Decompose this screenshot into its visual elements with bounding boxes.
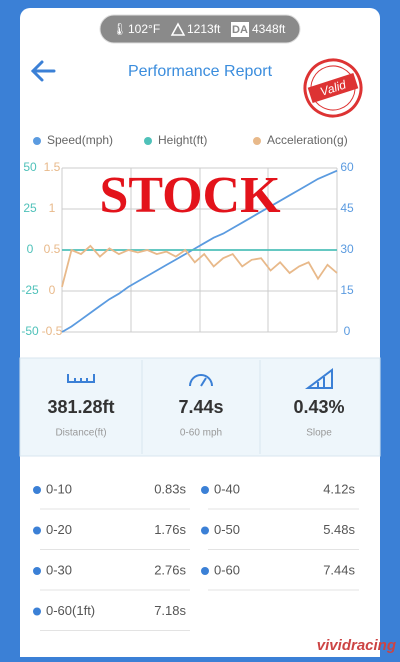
legend-dot	[144, 137, 152, 145]
card	[20, 8, 380, 662]
split-time: 7.44s	[323, 562, 355, 577]
legend-label: Height(ft)	[158, 133, 207, 147]
split-label: 0-60	[214, 562, 240, 577]
split-label: 0-40	[214, 481, 240, 496]
altitude: 1213ft	[187, 22, 221, 36]
stat-label: 0-60 mph	[180, 428, 222, 439]
split-time: 2.76s	[154, 562, 186, 577]
stat-label: Distance(ft)	[55, 428, 106, 439]
legend-dot	[33, 137, 41, 145]
y-tick-label: 1.5	[44, 160, 61, 174]
split-dot	[201, 567, 209, 575]
split-label: 0-10	[46, 481, 72, 496]
stamp-band	[307, 72, 359, 104]
y-tick-label: 45	[340, 201, 354, 215]
y-tick-label: 25	[23, 201, 37, 215]
split-label: 0-20	[46, 522, 72, 537]
stamp-ring	[303, 58, 363, 118]
da-label: DA	[232, 24, 248, 36]
y-tick-label: 1	[49, 201, 56, 215]
split-label: 0-60(1ft)	[46, 603, 95, 618]
slope-icon	[305, 368, 333, 389]
split-label: 0-30	[46, 562, 72, 577]
split-dot	[33, 486, 41, 494]
split-dot	[33, 567, 41, 575]
split-time: 1.76s	[154, 522, 186, 537]
density-altitude: 4348ft	[252, 22, 286, 36]
y-tick-label: 50	[23, 160, 37, 174]
legend-label: Acceleration(g)	[267, 133, 348, 147]
overlay-text: STOCK	[99, 167, 281, 224]
status-pill	[99, 14, 301, 44]
y-tick-label: 0	[27, 242, 34, 256]
distance-icon	[67, 374, 95, 383]
split-time: 4.12s	[323, 481, 355, 496]
y-tick-label: 0	[344, 324, 351, 338]
stat-value: 7.44s	[178, 397, 223, 417]
series-line	[61, 169, 338, 333]
split-time: 0.83s	[154, 481, 186, 496]
y-tick-label: 15	[340, 283, 354, 297]
split-time: 5.48s	[323, 522, 355, 537]
y-tick-label: -50	[21, 324, 39, 338]
stat-value: 381.28ft	[47, 397, 114, 417]
y-tick-label: 30	[340, 242, 354, 256]
speed-icon	[189, 374, 213, 387]
temperature: 102°F	[128, 22, 160, 36]
valid-stamp: Valid	[303, 58, 363, 118]
y-tick-label: 0.5	[44, 242, 61, 256]
split-label: 0-50	[214, 522, 240, 537]
y-tick-label: -0.5	[42, 324, 63, 338]
stat-label: Slope	[306, 428, 332, 439]
legend-label: Speed(mph)	[47, 133, 113, 147]
split-time: 7.18s	[154, 603, 186, 618]
split-dot	[201, 486, 209, 494]
page-title: Performance Report	[128, 63, 273, 80]
y-tick-label: -25	[21, 283, 39, 297]
split-dot	[33, 526, 41, 535]
split-dot	[33, 607, 41, 616]
split-dot	[201, 526, 209, 535]
series-line	[61, 244, 338, 288]
stat-value: 0.43%	[293, 397, 344, 417]
legend-dot	[253, 137, 261, 145]
back-button[interactable]	[30, 60, 56, 82]
y-tick-label: 0	[49, 283, 56, 297]
watermark: vividracing	[317, 637, 396, 654]
y-tick-label: 60	[340, 160, 354, 174]
da-box	[231, 22, 249, 37]
thermo-icon: 🌡	[112, 22, 127, 36]
mountain-icon	[170, 22, 186, 36]
